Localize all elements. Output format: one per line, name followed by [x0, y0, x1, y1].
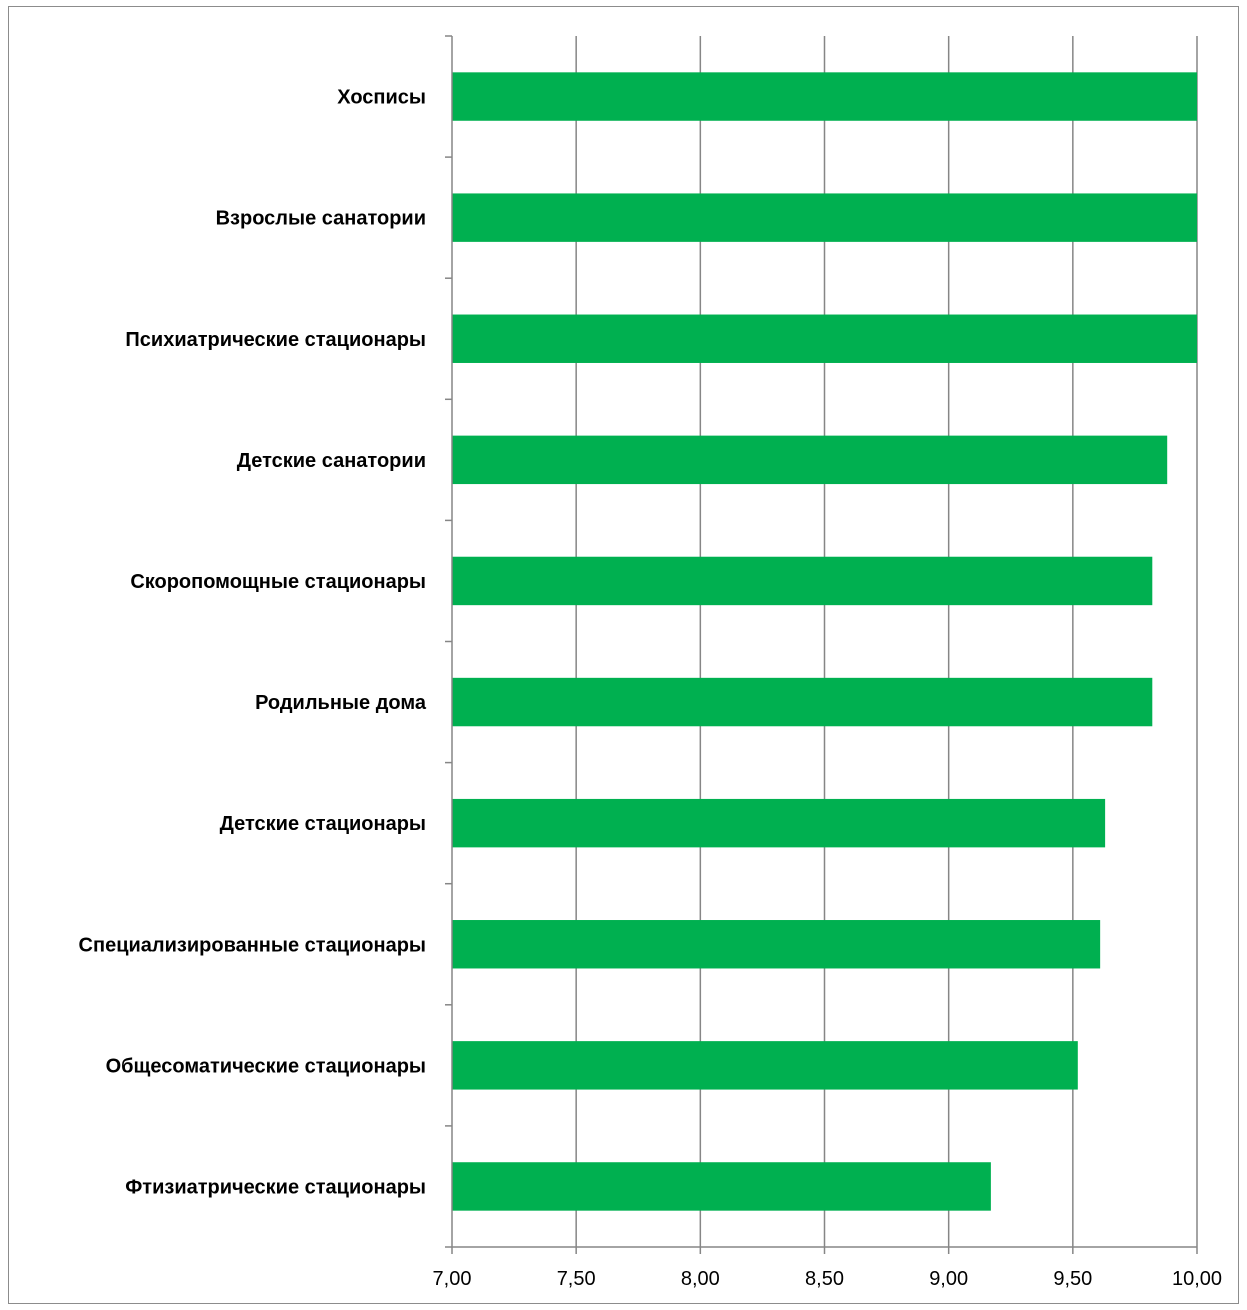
- bar: [452, 314, 1197, 363]
- category-label: Родильные дома: [255, 692, 427, 714]
- x-tick-label: 7,00: [433, 1268, 472, 1290]
- x-tick-label: 7,50: [557, 1268, 596, 1290]
- category-label: Детские стационары: [220, 813, 426, 835]
- x-tick-label: 9,00: [929, 1268, 968, 1290]
- bar: [452, 193, 1197, 242]
- x-tick-label: 8,50: [805, 1268, 844, 1290]
- bar: [452, 556, 1153, 606]
- category-label: Специализированные стационары: [79, 934, 426, 956]
- bar: [452, 72, 1197, 121]
- bar: [452, 920, 1101, 969]
- category-label: Детские санатории: [237, 450, 426, 472]
- bar: [452, 435, 1168, 485]
- category-label: Скоропомощные стационары: [130, 571, 426, 593]
- bar: [452, 1041, 1078, 1090]
- bar: [452, 798, 1106, 848]
- x-tick-label: 9,50: [1053, 1268, 1092, 1290]
- category-label: Психиатрические стационары: [125, 329, 426, 351]
- category-label: Фтизиатрические стационары: [125, 1176, 426, 1198]
- category-label: Хосписы: [337, 87, 426, 109]
- axes: [445, 35, 1198, 1254]
- bars: [452, 72, 1197, 1211]
- bar: [452, 677, 1153, 727]
- x-tick-label: 10,00: [1172, 1268, 1222, 1290]
- category-label: Общесоматические стационары: [106, 1055, 426, 1077]
- labels: 7,00 7,50 8,00 8,50 9,00 9,50 10,00 Хосписы Взро…: [79, 87, 1222, 1290]
- x-tick-label: 8,00: [681, 1268, 720, 1290]
- category-label: Взрослые санатории: [216, 208, 426, 230]
- bar: [452, 1162, 991, 1211]
